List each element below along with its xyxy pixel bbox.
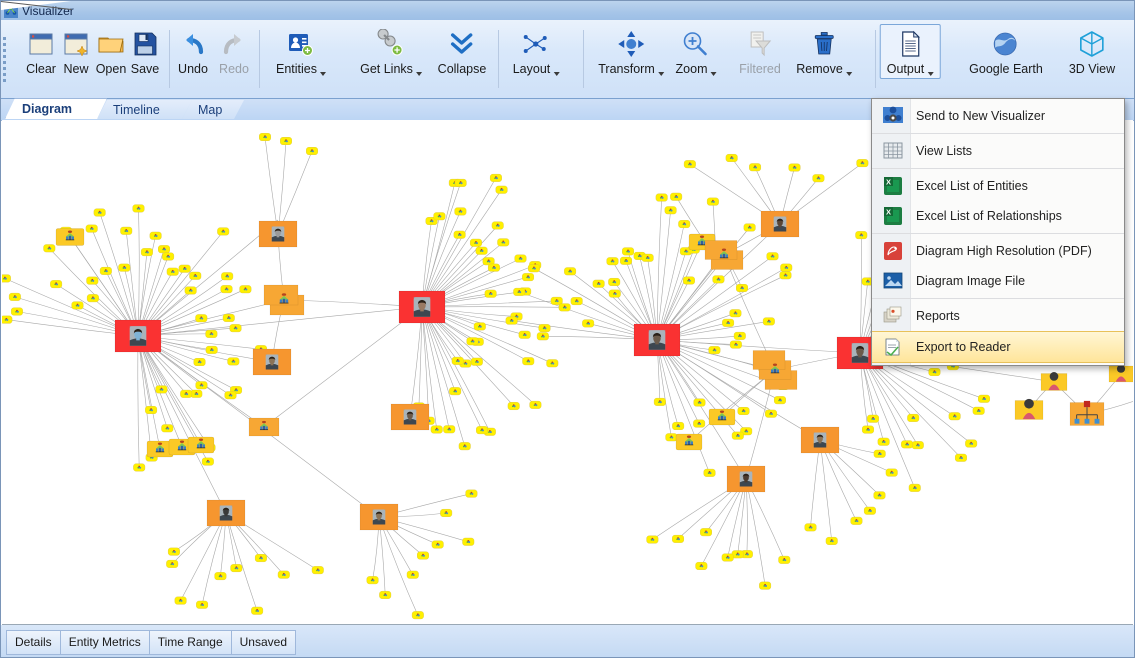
svg-text:X: X [886, 207, 891, 216]
svg-text:X: X [886, 177, 891, 186]
